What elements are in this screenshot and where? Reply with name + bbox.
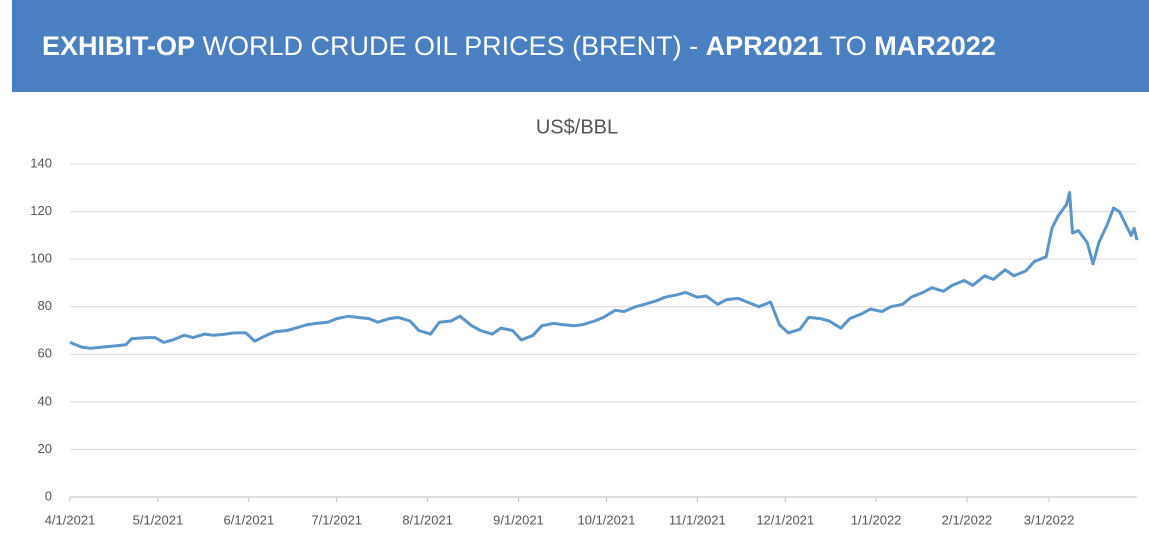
header-text: WORLD CRUDE OIL PRICES (BRENT) - bbox=[202, 31, 699, 61]
x-tick-label: 8/1/2021 bbox=[402, 512, 453, 527]
header-banner: EXHIBIT-OP WORLD CRUDE OIL PRICES (BRENT… bbox=[12, 0, 1149, 92]
y-tick-label: 120 bbox=[30, 203, 52, 218]
header-bold: APR2021 bbox=[705, 31, 823, 61]
x-tick-label: 10/1/2021 bbox=[578, 512, 636, 527]
header-bold: EXHIBIT-OP bbox=[42, 31, 196, 61]
x-tick-label: 1/1/2022 bbox=[851, 512, 902, 527]
x-tick-label: 6/1/2021 bbox=[224, 512, 275, 527]
y-tick-label: 20 bbox=[38, 441, 52, 456]
y-tick-label: 140 bbox=[30, 155, 52, 170]
x-tick-label: 3/1/2022 bbox=[1024, 512, 1075, 527]
y-tick-label: 80 bbox=[38, 298, 52, 313]
y-tick-label: 40 bbox=[38, 393, 52, 408]
price-line bbox=[69, 191, 1139, 350]
x-tick-label: 12/1/2021 bbox=[756, 512, 814, 527]
x-tick-label: 5/1/2021 bbox=[133, 512, 184, 527]
header-text: TO bbox=[829, 31, 867, 61]
x-tick-label: 7/1/2021 bbox=[311, 512, 362, 527]
y-tick-label: 100 bbox=[30, 251, 52, 266]
y-tick-label: 0 bbox=[45, 488, 52, 503]
x-tick-label: 2/1/2022 bbox=[942, 512, 993, 527]
x-tick-label: 11/1/2021 bbox=[669, 512, 726, 527]
y-tick-label: 60 bbox=[38, 346, 52, 361]
x-tick-label: 9/1/2021 bbox=[493, 512, 544, 527]
x-tick-label: 4/1/2021 bbox=[45, 512, 96, 527]
header-bold: MAR2022 bbox=[874, 31, 996, 61]
chart-title: US$/BBL bbox=[536, 116, 618, 138]
